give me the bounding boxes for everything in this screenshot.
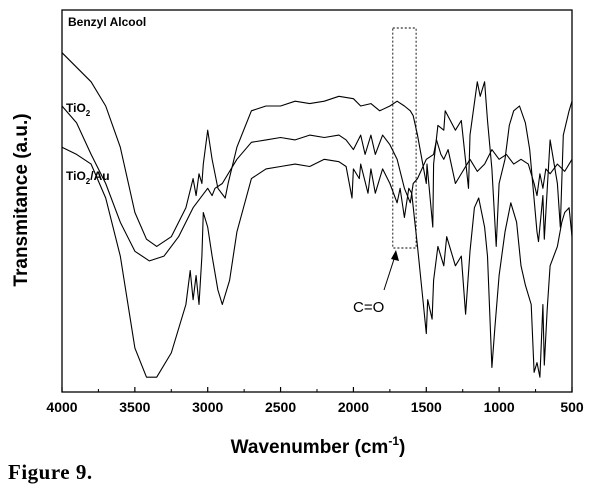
plot-frame bbox=[61, 9, 573, 393]
spectrum-line-1 bbox=[61, 52, 573, 247]
x-tick-label: 2500 bbox=[265, 399, 296, 415]
spectra bbox=[61, 52, 573, 378]
x-tick-label: 3500 bbox=[119, 399, 150, 415]
x-tick-label: 1000 bbox=[484, 399, 515, 415]
series-label-subscript: 2 bbox=[86, 177, 91, 186]
series-label-2: TiO2 bbox=[66, 101, 91, 118]
x-axis-title: Wavenumber (cm-1) bbox=[231, 434, 406, 458]
y-axis-title: Transmitance (a.u.) bbox=[11, 113, 32, 286]
x-tick-label: 1500 bbox=[411, 399, 442, 415]
x-axis-title-end: ) bbox=[399, 437, 405, 458]
series-label-3: TiO2/Au bbox=[66, 169, 110, 186]
series-label-subscript: 2 bbox=[86, 109, 91, 118]
x-tick-label: 4000 bbox=[46, 399, 77, 415]
spectrum-line-3 bbox=[61, 146, 573, 378]
annotation-arrow-head bbox=[391, 250, 399, 261]
x-tick-label: 500 bbox=[560, 399, 584, 415]
annotation-label: C=O bbox=[353, 299, 384, 316]
series-label-main: TiO bbox=[66, 169, 86, 183]
series-label-1: Benzyl Alcool bbox=[68, 15, 146, 29]
carbonyl-annotation: C=O bbox=[353, 27, 417, 316]
x-axis-ticks: 4000 3500 3000 2500 2000 1500 1000 500 bbox=[46, 387, 584, 415]
series-label-rest: /Au bbox=[90, 169, 109, 183]
x-axis-title-sup: -1 bbox=[388, 434, 399, 448]
x-axis-title-main: Wavenumber (cm bbox=[231, 437, 389, 458]
series-label-main: TiO bbox=[66, 101, 86, 115]
x-tick-label: 3000 bbox=[192, 399, 223, 415]
figure-caption: Figure 9. bbox=[8, 460, 93, 484]
series-label-main: Benzyl Alcool bbox=[68, 15, 146, 29]
x-tick-label: 2000 bbox=[338, 399, 369, 415]
carbonyl-region-box bbox=[392, 27, 417, 249]
spectrum-line-2 bbox=[61, 105, 573, 262]
